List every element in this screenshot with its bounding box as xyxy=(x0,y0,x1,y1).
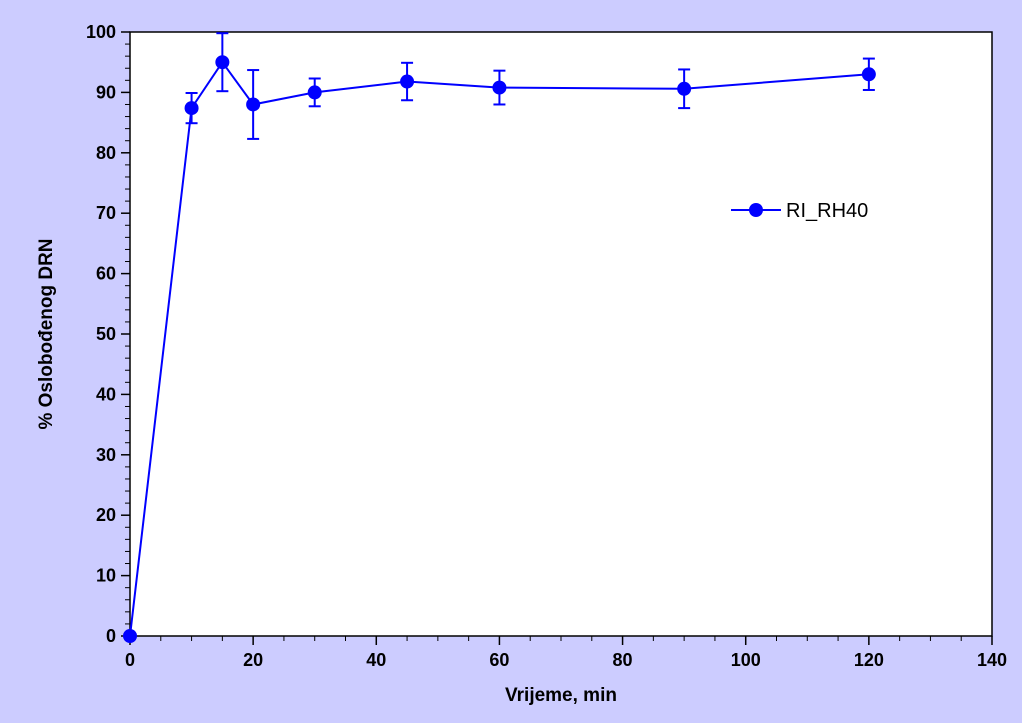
x-tick-label: 100 xyxy=(731,650,761,670)
data-point xyxy=(246,97,261,112)
x-tick-label: 40 xyxy=(366,650,386,670)
y-tick-label: 90 xyxy=(96,82,116,102)
x-tick-label: 140 xyxy=(977,650,1007,670)
y-tick-label: 70 xyxy=(96,203,116,223)
y-tick-label: 60 xyxy=(96,264,116,284)
x-tick-label: 60 xyxy=(489,650,509,670)
y-tick-label: 100 xyxy=(86,22,116,42)
x-tick-label: 0 xyxy=(125,650,135,670)
legend-marker xyxy=(749,203,763,217)
y-tick-label: 20 xyxy=(96,505,116,525)
data-point xyxy=(492,80,507,95)
y-axis-title: % Oslobođenog DRN xyxy=(36,238,57,429)
y-tick-label: 50 xyxy=(96,324,116,344)
axes: 0 20 40 60 80 100 120 140 0 10 20 30 40 50 60 70 80 90 100 xyxy=(86,22,1007,670)
data-point xyxy=(677,81,692,96)
legend-label: RI_RH40 xyxy=(786,200,868,222)
data-point xyxy=(307,85,322,100)
legend: RI_RH40 xyxy=(731,200,868,222)
data-point xyxy=(861,67,876,82)
y-tick-label: 40 xyxy=(96,384,116,404)
y-tick-label: 80 xyxy=(96,143,116,163)
y-tick-label: 30 xyxy=(96,445,116,465)
plot-area xyxy=(129,31,993,637)
x-axis-title: Vrijeme, min xyxy=(505,685,617,706)
x-tick-label: 80 xyxy=(613,650,633,670)
x-tick-label: 20 xyxy=(243,650,263,670)
x-tick-label: 120 xyxy=(854,650,884,670)
data-point xyxy=(123,629,137,643)
data-point xyxy=(215,55,230,70)
y-tick-label: 10 xyxy=(96,566,116,586)
series-group xyxy=(123,32,876,643)
data-point xyxy=(184,101,199,116)
y-tick-label: 0 xyxy=(106,626,116,646)
data-point xyxy=(400,74,415,89)
